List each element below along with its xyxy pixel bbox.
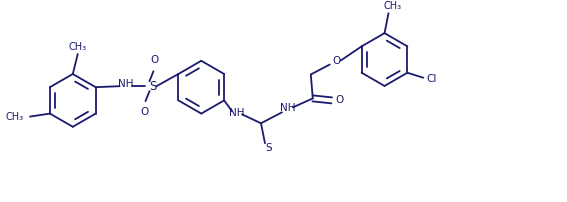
Text: NH: NH xyxy=(119,79,134,89)
Text: O: O xyxy=(141,107,149,117)
Text: NH: NH xyxy=(280,103,295,113)
Text: CH₃: CH₃ xyxy=(69,42,87,52)
Text: O: O xyxy=(333,56,341,65)
Text: CH₃: CH₃ xyxy=(383,1,401,11)
Text: CH₃: CH₃ xyxy=(6,112,24,122)
Text: O: O xyxy=(336,95,344,105)
Text: Cl: Cl xyxy=(426,74,437,84)
Text: S: S xyxy=(266,143,272,153)
Text: S: S xyxy=(149,80,156,93)
Text: O: O xyxy=(150,55,159,65)
Text: NH: NH xyxy=(229,108,245,118)
